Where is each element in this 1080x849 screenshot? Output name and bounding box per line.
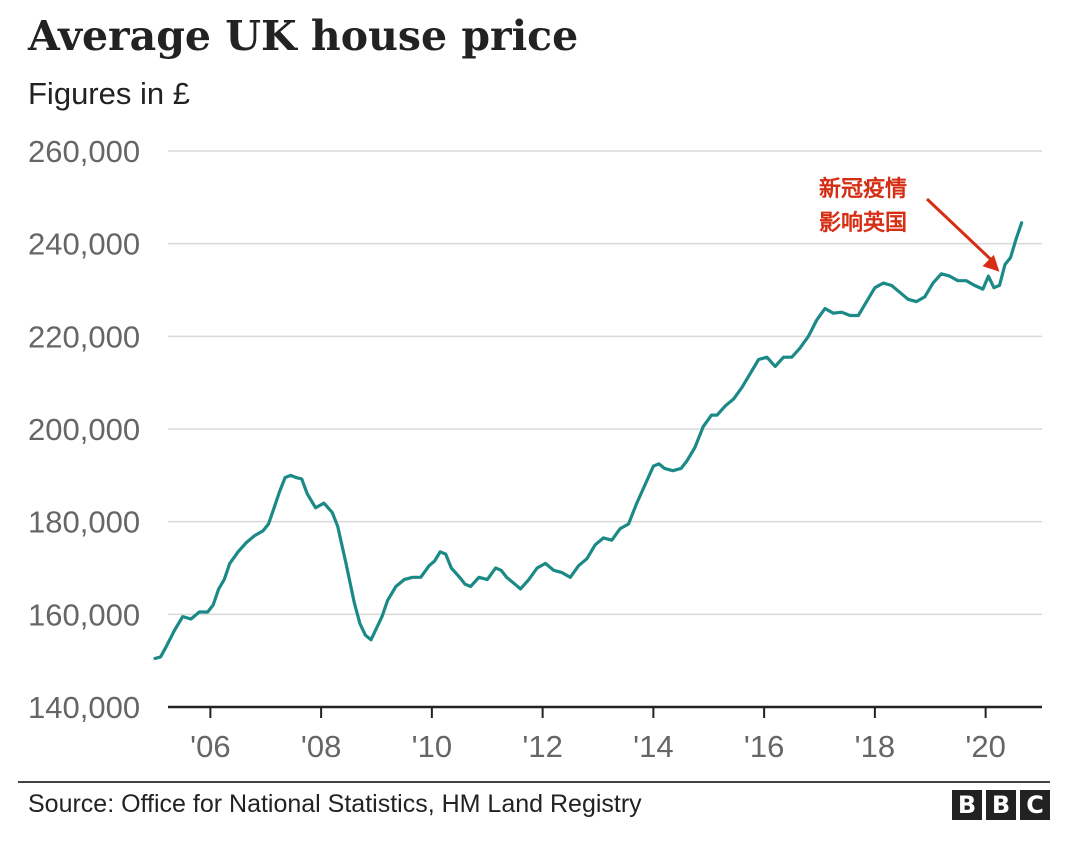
line-chart: 140,000 160,000 180,000 200,000 220,000 240,0… bbox=[28, 134, 1042, 764]
logo-letter: B bbox=[952, 790, 982, 820]
logo-letter: C bbox=[1020, 790, 1050, 820]
y-tick-label: 200,000 bbox=[28, 412, 140, 447]
x-tick-label: '20 bbox=[965, 729, 1005, 764]
x-tick-label: '10 bbox=[412, 729, 452, 764]
annotation-arrow-head bbox=[982, 254, 1000, 272]
annotation-text: 影响英国 bbox=[819, 210, 907, 236]
y-tick-label: 180,000 bbox=[28, 505, 140, 540]
x-tick-label: '08 bbox=[301, 729, 341, 764]
logo-letter: B bbox=[986, 790, 1016, 820]
y-tick-label: 160,000 bbox=[28, 597, 140, 632]
chart-title: Average UK house price bbox=[28, 12, 579, 60]
bbc-logo: B B C bbox=[952, 790, 1050, 820]
x-tick-label: '18 bbox=[855, 729, 895, 764]
annotation-arrow-shaft bbox=[925, 197, 997, 265]
y-tick-label: 220,000 bbox=[28, 319, 140, 354]
x-tick-label: '12 bbox=[522, 729, 562, 764]
series-line bbox=[153, 221, 1024, 661]
x-tick-label: '14 bbox=[633, 729, 673, 764]
y-tick-label: 260,000 bbox=[28, 134, 140, 169]
x-tick-label: '06 bbox=[190, 729, 230, 764]
x-tick-label: '16 bbox=[744, 729, 784, 764]
annotation-text: 新冠疫情 bbox=[819, 176, 907, 202]
y-tick-label: 140,000 bbox=[28, 690, 140, 725]
footer-divider bbox=[18, 781, 1050, 783]
y-tick-label: 240,000 bbox=[28, 227, 140, 262]
chart-subtitle: Figures in £ bbox=[28, 76, 190, 111]
source-note: Source: Office for National Statistics, … bbox=[28, 790, 642, 818]
